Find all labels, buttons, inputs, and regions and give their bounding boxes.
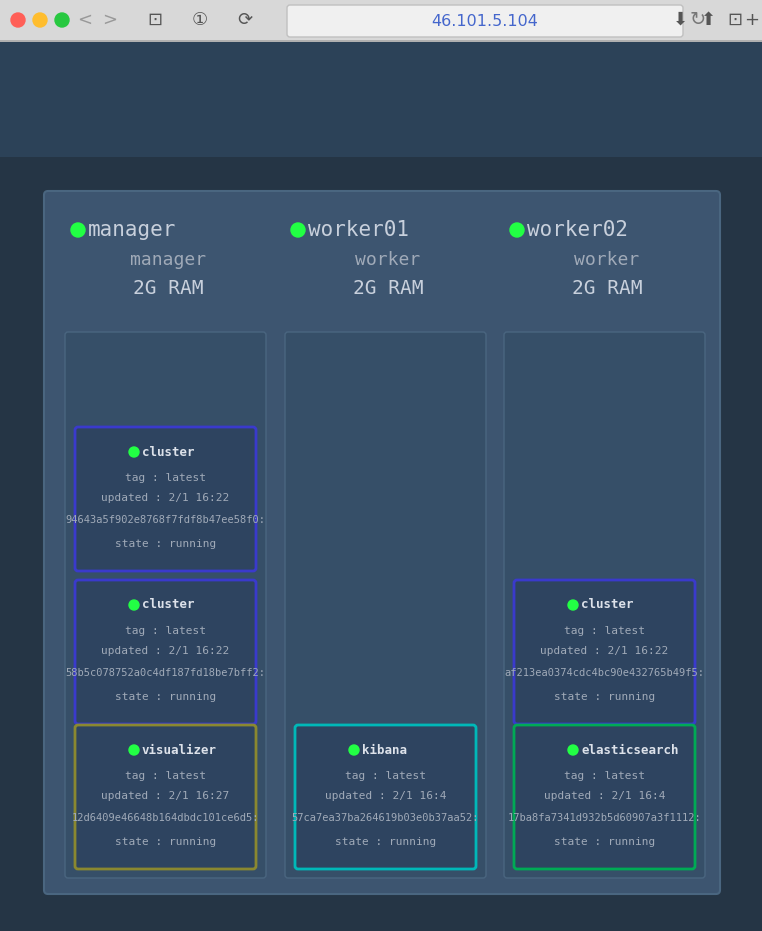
Bar	[0, 42, 762, 157]
Text: ⟳: ⟳	[238, 11, 252, 29]
Circle shape	[33, 13, 47, 27]
Text: updated : 2/1 16:22: updated : 2/1 16:22	[540, 646, 668, 656]
Text: cluster: cluster	[581, 599, 633, 612]
Text: updated : 2/1 16:4: updated : 2/1 16:4	[544, 791, 665, 801]
Text: ⬆: ⬆	[700, 11, 716, 29]
Text: >: >	[103, 11, 117, 29]
Text: state : running: state : running	[115, 837, 216, 847]
Circle shape	[129, 447, 139, 457]
Text: ⊡: ⊡	[728, 11, 742, 29]
Text: 2G RAM: 2G RAM	[572, 278, 642, 298]
Circle shape	[129, 745, 139, 755]
Text: tag : latest: tag : latest	[564, 771, 645, 781]
Text: worker: worker	[355, 251, 421, 269]
Text: tag : latest: tag : latest	[564, 626, 645, 636]
Text: ⬇: ⬇	[672, 11, 687, 29]
Text: state : running: state : running	[115, 539, 216, 549]
Text: updated : 2/1 16:22: updated : 2/1 16:22	[101, 493, 229, 503]
Text: 2G RAM: 2G RAM	[133, 278, 203, 298]
Text: 17ba8fa7341d932b5d60907a3f1112:: 17ba8fa7341d932b5d60907a3f1112:	[507, 813, 701, 823]
Text: cluster: cluster	[142, 599, 194, 612]
Circle shape	[55, 13, 69, 27]
Circle shape	[568, 745, 578, 755]
FancyBboxPatch shape	[504, 332, 705, 878]
Text: tag : latest: tag : latest	[125, 771, 206, 781]
Text: elasticsearch: elasticsearch	[581, 744, 678, 757]
Text: tag : latest: tag : latest	[125, 473, 206, 483]
Circle shape	[129, 600, 139, 610]
Text: kibana: kibana	[362, 744, 407, 757]
Text: 57ca7ea37ba264619b03e0b37aa52:: 57ca7ea37ba264619b03e0b37aa52:	[292, 813, 479, 823]
Text: +: +	[744, 11, 760, 29]
FancyBboxPatch shape	[295, 725, 476, 869]
Text: 58b5c078752a0c4df187fd18be7bff2:: 58b5c078752a0c4df187fd18be7bff2:	[66, 668, 265, 678]
Text: updated : 2/1 16:22: updated : 2/1 16:22	[101, 646, 229, 656]
Text: tag : latest: tag : latest	[125, 626, 206, 636]
Text: worker02: worker02	[527, 220, 628, 240]
Text: state : running: state : running	[335, 837, 436, 847]
Circle shape	[291, 223, 305, 237]
FancyBboxPatch shape	[75, 725, 256, 869]
FancyBboxPatch shape	[514, 580, 695, 724]
Text: state : running: state : running	[115, 692, 216, 702]
Text: af213ea0374cdc4bc90e432765b49f5:: af213ea0374cdc4bc90e432765b49f5:	[504, 668, 705, 678]
Text: manager: manager	[88, 220, 176, 240]
Bar	[0, 0, 762, 40]
FancyBboxPatch shape	[75, 427, 256, 571]
Circle shape	[510, 223, 524, 237]
Text: 94643a5f902e8768f7fdf8b47ee58f0:: 94643a5f902e8768f7fdf8b47ee58f0:	[66, 515, 265, 525]
FancyBboxPatch shape	[65, 332, 266, 878]
Text: 2G RAM: 2G RAM	[353, 278, 423, 298]
Text: cluster: cluster	[142, 446, 194, 458]
Text: updated : 2/1 16:4: updated : 2/1 16:4	[325, 791, 447, 801]
Text: worker01: worker01	[308, 220, 409, 240]
FancyBboxPatch shape	[287, 5, 683, 37]
Circle shape	[568, 600, 578, 610]
Bar	[0, 40, 762, 42]
Circle shape	[11, 13, 25, 27]
Text: state : running: state : running	[554, 837, 655, 847]
Text: state : running: state : running	[554, 692, 655, 702]
Text: <: <	[78, 11, 92, 29]
Circle shape	[71, 223, 85, 237]
Text: ⊡: ⊡	[147, 11, 162, 29]
Text: ①: ①	[192, 11, 208, 29]
FancyBboxPatch shape	[514, 725, 695, 869]
Circle shape	[349, 745, 359, 755]
Text: tag : latest: tag : latest	[345, 771, 426, 781]
Text: updated : 2/1 16:27: updated : 2/1 16:27	[101, 791, 229, 801]
FancyBboxPatch shape	[285, 332, 486, 878]
Text: manager: manager	[130, 251, 206, 269]
Text: 46.101.5.104: 46.101.5.104	[431, 14, 539, 29]
Text: worker: worker	[575, 251, 639, 269]
Text: visualizer: visualizer	[142, 744, 217, 757]
FancyBboxPatch shape	[75, 580, 256, 724]
Text: 12d6409e46648b164dbdc101ce6d5:: 12d6409e46648b164dbdc101ce6d5:	[72, 813, 259, 823]
FancyBboxPatch shape	[44, 191, 720, 894]
Text: ↻: ↻	[690, 10, 706, 30]
